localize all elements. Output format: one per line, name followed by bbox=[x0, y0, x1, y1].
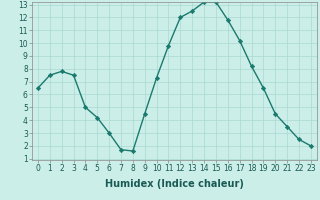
X-axis label: Humidex (Indice chaleur): Humidex (Indice chaleur) bbox=[105, 179, 244, 189]
